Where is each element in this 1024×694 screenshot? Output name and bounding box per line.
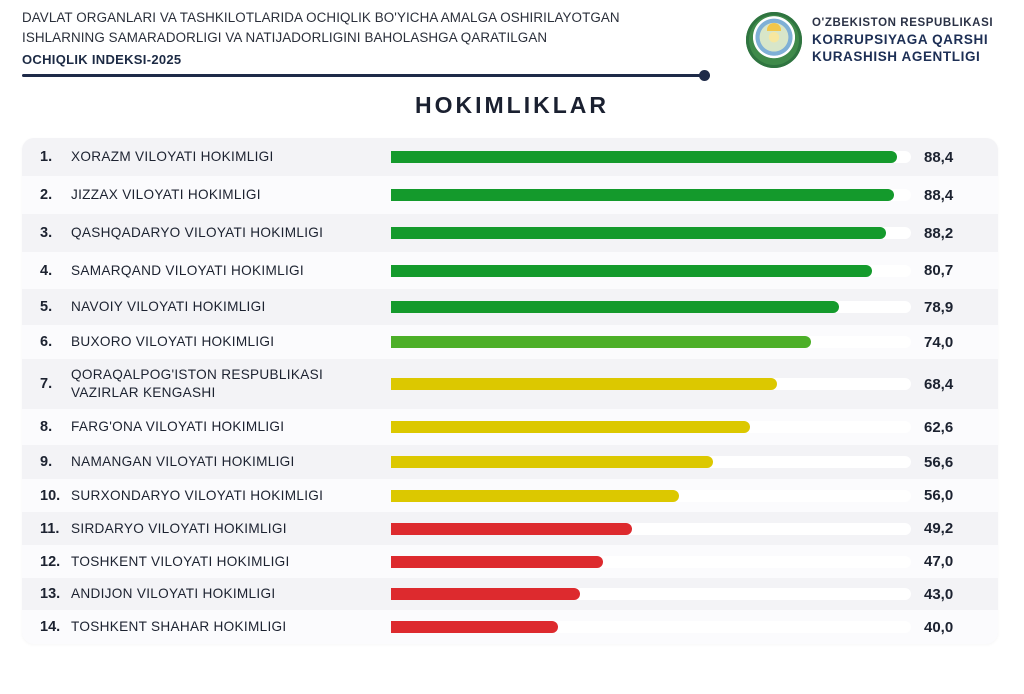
bar-track (391, 555, 911, 568)
row-name: JIZZAX VILOYATI HOKIMLIGI (71, 187, 261, 202)
bar-track (391, 227, 911, 239)
bar-track (391, 378, 911, 390)
row-value: 80,7 (924, 262, 954, 279)
bar-track (391, 151, 911, 163)
chart-title: HOKIMLIKLAR (415, 92, 609, 118)
header-divider-dot (699, 70, 710, 81)
row-rank: 4. (40, 262, 53, 279)
row-name: TOSHKENT SHAHAR HOKIMLIGI (71, 619, 287, 634)
score-bar (391, 489, 679, 502)
row-value: 88,4 (924, 186, 954, 204)
bar-track (391, 489, 911, 502)
table-row: 6. BUXORO VILOYATI HOKIMLIGI 74,0 (22, 325, 998, 359)
row-value: 47,0 (924, 553, 954, 570)
score-bar (391, 555, 603, 568)
row-value: 40,0 (924, 618, 954, 636)
header-line-1: DAVLAT ORGANLARI VA TASHKILOTLARIDA OCHI… (22, 10, 620, 25)
score-bar (391, 456, 713, 468)
score-bar (391, 227, 886, 239)
score-bar (391, 421, 750, 433)
score-bar (391, 189, 894, 201)
bar-track (391, 522, 911, 535)
row-name: BUXORO VILOYATI HOKIMLIGI (71, 334, 275, 349)
header-line-2: ISHLARNING SAMARADORLIGI VA NATIJADORLIG… (22, 30, 548, 45)
row-name: XORAZM VILOYATI HOKIMLIGI (71, 149, 274, 164)
row-rank: 6. (40, 334, 53, 350)
bar-track (391, 301, 911, 313)
row-rank: 2. (40, 187, 53, 203)
score-bar (391, 588, 580, 600)
score-bar (391, 621, 558, 633)
row-rank: 14. (40, 619, 61, 635)
table-row: 11. SIRDARYO VILOYATI HOKIMLIGI 49,2 (22, 512, 998, 545)
row-name: ANDIJON VILOYATI HOKIMLIGI (71, 586, 276, 601)
bar-track (391, 336, 911, 348)
bar-track (391, 189, 911, 201)
row-name: QASHQADARYO VILOYATI HOKIMLIGI (71, 225, 324, 240)
index-label: OCHIQLIK INDEKSI-2025 (22, 52, 182, 67)
agency-name: O'ZBEKISTON RESPUBLIKASI KORRUPSIYAGA QA… (812, 15, 993, 65)
row-value: 56,6 (924, 453, 954, 471)
row-rank: 11. (40, 520, 60, 537)
row-name: SAMARQAND VILOYATI HOKIMLIGI (71, 262, 304, 278)
score-bar (391, 336, 811, 348)
table-row: 5. NAVOIY VILOYATI HOKIMLIGI 78,9 (22, 289, 998, 325)
row-rank: 9. (40, 454, 53, 470)
table-row: 1. XORAZM VILOYATI HOKIMLIGI 88,4 (22, 138, 998, 176)
row-rank: 5. (40, 299, 53, 315)
table-row: 3. QASHQADARYO VILOYATI HOKIMLIGI 88,2 (22, 214, 998, 252)
table-row: 10. SURXONDARYO VILOYATI HOKIMLIGI 56,0 (22, 479, 998, 512)
state-emblem-icon (746, 12, 802, 68)
agency-line-1: O'ZBEKISTON RESPUBLIKASI (812, 17, 994, 29)
row-value: 62,6 (924, 418, 954, 436)
table-row: 12. TOSHKENT VILOYATI HOKIMLIGI 47,0 (22, 545, 998, 578)
row-name: FARG'ONA VILOYATI HOKIMLIGI (71, 419, 285, 434)
row-value: 43,0 (924, 585, 954, 603)
table-row: 14. TOSHKENT SHAHAR HOKIMLIGI 40,0 (22, 610, 998, 644)
bar-track (391, 621, 911, 633)
row-rank: 1. (40, 149, 53, 165)
ranking-chart: 1. XORAZM VILOYATI HOKIMLIGI 88,4 2. JIZZAX … (22, 138, 998, 644)
row-name: NAVOIY VILOYATI HOKIMLIGI (71, 299, 266, 314)
row-name: NAMANGAN VILOYATI HOKIMLIGI (71, 454, 295, 469)
table-row: 4. SAMARQAND VILOYATI HOKIMLIGI 80,7 (22, 252, 998, 289)
row-rank: 3. (40, 225, 53, 241)
table-row: 8. FARG'ONA VILOYATI HOKIMLIGI 62,6 (22, 409, 998, 445)
row-value: 74,0 (924, 333, 954, 351)
score-bar (391, 522, 632, 535)
row-value: 78,9 (924, 298, 954, 316)
bar-track (391, 421, 911, 433)
row-rank: 13. (40, 586, 61, 602)
row-name: SURXONDARYO VILOYATI HOKIMLIGI (71, 487, 324, 503)
agency-line-2: KORRUPSIYAGA QARSHI (812, 32, 989, 47)
row-name: TOSHKENT VILOYATI HOKIMLIGI (71, 553, 290, 569)
agency-line-3: KURASHISH AGENTLIGI (812, 49, 981, 64)
bar-track (391, 264, 911, 277)
bar-track (391, 588, 911, 600)
header-divider (22, 74, 704, 77)
agency-logo: O'ZBEKISTON RESPUBLIKASI KORRUPSIYAGA QA… (746, 12, 993, 68)
row-rank: 7. (40, 376, 53, 392)
table-row: 7. QORAQALPOG'ISTON RESPUBLIKASI VAZIRLAR… (22, 359, 998, 409)
row-rank: 8. (40, 419, 53, 435)
row-name: QORAQALPOG'ISTON RESPUBLIKASI VAZIRLAR K… (71, 367, 324, 400)
score-bar (391, 151, 897, 163)
table-row: 9. NAMANGAN VILOYATI HOKIMLIGI 56,6 (22, 445, 998, 479)
row-value: 88,2 (924, 224, 954, 242)
row-value: 88,4 (924, 148, 954, 166)
row-rank: 10. (40, 487, 61, 504)
score-bar (391, 378, 777, 390)
row-value: 68,4 (924, 375, 954, 393)
row-rank: 12. (40, 553, 61, 570)
bar-track (391, 456, 911, 468)
score-bar (391, 264, 872, 277)
header-text: DAVLAT ORGANLARI VA TASHKILOTLARIDA OCHI… (22, 8, 712, 67)
row-value: 49,2 (924, 520, 954, 537)
row-name: SIRDARYO VILOYATI HOKIMLIGI (71, 520, 287, 536)
table-row: 2. JIZZAX VILOYATI HOKIMLIGI 88,4 (22, 176, 998, 214)
score-bar (391, 301, 839, 313)
table-row: 13. ANDIJON VILOYATI HOKIMLIGI 43,0 (22, 578, 998, 610)
row-value: 56,0 (924, 487, 954, 504)
